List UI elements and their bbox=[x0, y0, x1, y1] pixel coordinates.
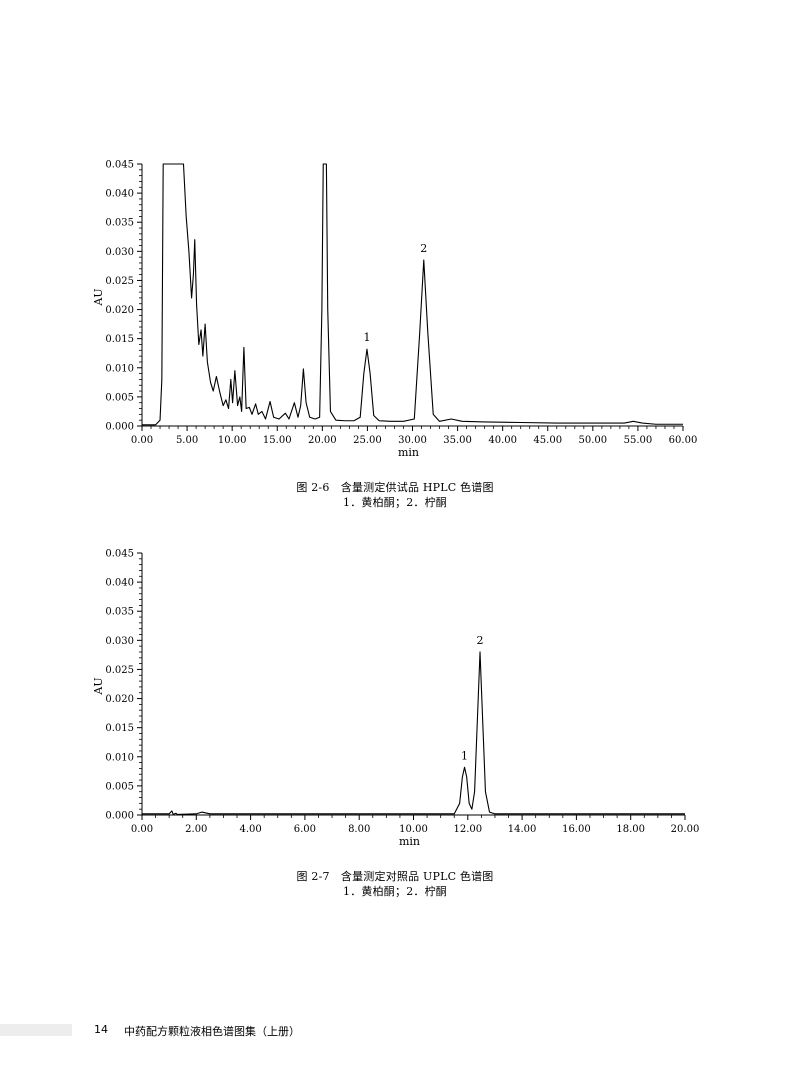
x-tick-label: 8.00 bbox=[348, 824, 370, 835]
y-tick-label: 0.020 bbox=[105, 305, 134, 316]
x-tick-label: 20.00 bbox=[671, 824, 700, 835]
y-tick-label: 0.005 bbox=[105, 392, 134, 403]
x-tick-label: 10.00 bbox=[218, 435, 247, 446]
y-tick-label: 0.010 bbox=[105, 363, 134, 374]
y-tick-label: 0.000 bbox=[105, 811, 134, 822]
chromatogram-trace bbox=[142, 163, 683, 426]
x-tick-label: 16.00 bbox=[562, 824, 591, 835]
book-title: 中药配方颗粒液相色谱图集（上册） bbox=[124, 1025, 300, 1038]
peak-label: 2 bbox=[420, 242, 427, 255]
page-number: 14 bbox=[94, 1023, 108, 1036]
peak-label: 1 bbox=[363, 331, 370, 344]
peak-caption: 1．黄柏酮；2．柠酮 bbox=[343, 885, 447, 898]
y-tick-label: 0.005 bbox=[105, 781, 134, 792]
x-tick-label: 50.00 bbox=[579, 435, 608, 446]
x-tick-label: 4.00 bbox=[239, 824, 261, 835]
chart-2-7: 0.00 2.00 4.00 6.00 8.00 10.00 12.00 14.00 16.00… bbox=[92, 549, 700, 899]
y-tick-label: 0.025 bbox=[105, 276, 134, 287]
y-tick-label: 0.010 bbox=[105, 752, 134, 763]
figure-caption: 图 2-6 含量测定供试品 HPLC 色谱图 bbox=[296, 481, 494, 494]
y-tick-label: 0.000 bbox=[105, 422, 134, 433]
y-tick-label: 0.045 bbox=[105, 160, 134, 171]
y-tick-label: 0.040 bbox=[105, 189, 134, 200]
x-tick-label: 0.00 bbox=[131, 824, 153, 835]
x-tick-label: 40.00 bbox=[488, 435, 517, 446]
chart-2-6-plot: 0.00 5.00 10.00 15.00 20.00 25.00 30.00 35.00 40… bbox=[92, 160, 698, 460]
x-tick-label: 6.00 bbox=[294, 824, 316, 835]
x-tick-label: 2.00 bbox=[185, 824, 207, 835]
y-tick-label: 0.035 bbox=[105, 218, 134, 229]
x-axis-label: min bbox=[399, 835, 420, 848]
y-tick-label: 0.015 bbox=[105, 334, 134, 345]
x-tick-label: 20.00 bbox=[308, 435, 337, 446]
peak-caption: 1．黄柏酮；2．柠酮 bbox=[343, 496, 447, 509]
page-footer: 14 中药配方颗粒液相色谱图集（上册） bbox=[0, 1022, 800, 1038]
y-tick-label: 0.020 bbox=[105, 694, 134, 705]
chromatogram-trace bbox=[142, 651, 685, 815]
y-axis-label: AU bbox=[92, 288, 105, 306]
figure-caption: 图 2-7 含量测定对照品 UPLC 色谱图 bbox=[296, 870, 494, 883]
x-tick-label: 30.00 bbox=[398, 435, 427, 446]
x-tick-label: 45.00 bbox=[533, 435, 562, 446]
peak-label: 1 bbox=[461, 749, 468, 762]
x-tick-label: 10.00 bbox=[399, 824, 428, 835]
peak-label: 2 bbox=[477, 634, 484, 647]
y-tick-label: 0.045 bbox=[105, 549, 134, 560]
x-tick-label: 14.00 bbox=[508, 824, 537, 835]
x-tick-label: 15.00 bbox=[263, 435, 292, 446]
y-tick-label: 0.030 bbox=[105, 247, 134, 258]
chart-2-6: 0.00 5.00 10.00 15.00 20.00 25.00 30.00 35.00 40… bbox=[0, 0, 800, 520]
footer-bar bbox=[0, 1024, 72, 1036]
x-tick-label: 0.00 bbox=[131, 435, 153, 446]
y-tick-label: 0.015 bbox=[105, 723, 134, 734]
x-tick-label: 55.00 bbox=[624, 435, 653, 446]
x-tick-label: 35.00 bbox=[443, 435, 472, 446]
y-tick-label: 0.025 bbox=[105, 665, 134, 676]
x-tick-label: 60.00 bbox=[669, 435, 698, 446]
x-tick-label: 18.00 bbox=[616, 824, 645, 835]
y-axis-label: AU bbox=[92, 677, 105, 695]
x-tick-label: 5.00 bbox=[176, 435, 198, 446]
x-tick-label: 25.00 bbox=[353, 435, 382, 446]
y-tick-label: 0.030 bbox=[105, 636, 134, 647]
x-axis-label: min bbox=[398, 446, 419, 459]
chart-2-7-plot: 0.00 2.00 4.00 6.00 8.00 10.00 12.00 14.00 16.00… bbox=[92, 549, 700, 849]
y-tick-label: 0.040 bbox=[105, 578, 134, 589]
x-tick-label: 12.00 bbox=[453, 824, 482, 835]
y-tick-label: 0.035 bbox=[105, 607, 134, 618]
